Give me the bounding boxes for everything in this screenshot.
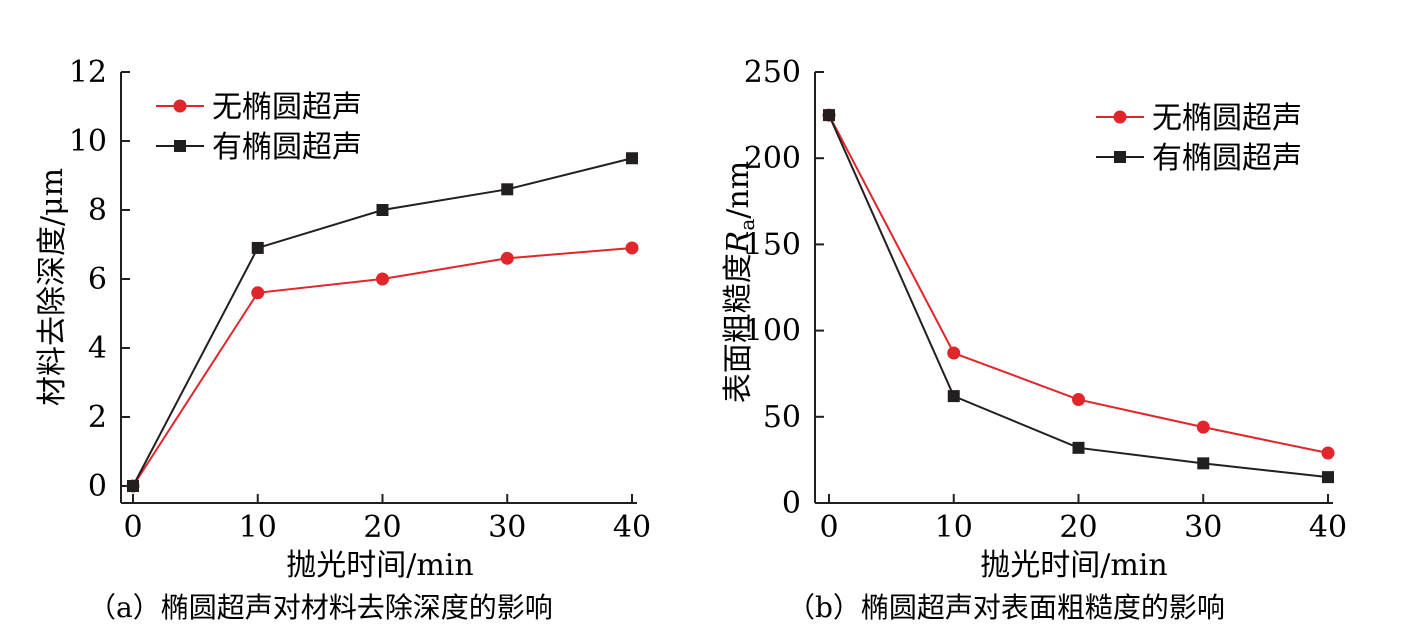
- data-point-series-2: [1197, 457, 1210, 470]
- chart-surface-roughness: 0 10 20 30 40 0 50 100 150 200 250 无椭圆超声 有椭圆超声 抛光…: [721, 55, 1347, 624]
- y-tick-label: 100: [744, 314, 801, 349]
- x-ticks: 0 10 20 30 40: [819, 494, 1347, 545]
- caption-b: （b）椭圆超声对表面粗糙度的影响: [787, 591, 1225, 624]
- y-tick-label: 250: [744, 55, 801, 90]
- data-point-series-1: [1072, 393, 1085, 407]
- data-point-series-1: [625, 241, 639, 255]
- data-point-series-2: [947, 390, 960, 403]
- series-group: [126, 152, 639, 493]
- data-point-series-1: [251, 286, 265, 300]
- x-tick-label: 20: [363, 510, 401, 545]
- x-axis-title: 抛光时间/min: [286, 548, 473, 583]
- y-tick-label: 2: [88, 400, 107, 435]
- x-tick-label: 10: [935, 510, 973, 545]
- legend-label-series-2: 有椭圆超声: [1152, 141, 1302, 176]
- x-tick-label: 30: [1184, 510, 1222, 545]
- data-point-series-1: [500, 251, 514, 265]
- chart-material-removal: 0 10 20 30 40 0 2 4 6 8 10 12 无椭圆超声 有椭圆超声 抛光时间/min…: [35, 55, 651, 624]
- data-point-series-2: [501, 183, 514, 196]
- y-ticks: 0 2 4 6 8 10 12: [69, 55, 130, 504]
- y-tick-label: 8: [88, 193, 107, 228]
- data-point-series-1: [1196, 420, 1210, 434]
- x-tick-label: 0: [819, 510, 838, 545]
- data-point-series-2: [1072, 441, 1085, 454]
- y-ticks: 0 50 100 150 200 250: [744, 55, 824, 521]
- y-axis-title-unit: /nm: [721, 161, 756, 219]
- y-axis-title-symbol: R: [721, 231, 756, 255]
- x-tick-label: 20: [1059, 510, 1097, 545]
- y-tick-label: 0: [782, 486, 801, 521]
- y-tick-label: 10: [69, 124, 107, 159]
- y-tick-label: 200: [744, 141, 801, 176]
- data-point-series-2: [823, 109, 835, 122]
- x-tick-label: 10: [239, 510, 277, 545]
- legend-label-series-1: 无椭圆超声: [1152, 101, 1302, 136]
- legend: 无椭圆超声 有椭圆超声: [156, 90, 362, 165]
- x-ticks: 0 10 20 30 40: [123, 494, 651, 545]
- legend-marker-series-2: [174, 140, 186, 152]
- y-axis-title-main: 表面粗糙度: [721, 253, 756, 403]
- x-tick-label: 40: [1309, 510, 1347, 545]
- legend-label-series-1: 无椭圆超声: [212, 90, 362, 125]
- data-point-series-1: [1321, 446, 1335, 460]
- x-tick-label: 40: [613, 510, 651, 545]
- x-tick-label: 30: [488, 510, 526, 545]
- data-point-series-2: [1322, 471, 1334, 484]
- y-axis-title: 材料去除深度/μm: [35, 168, 70, 406]
- caption-a: （a）椭圆超声对材料去除深度的影响: [88, 591, 553, 624]
- legend-marker-series-1: [173, 99, 187, 113]
- data-point-series-1: [947, 346, 961, 360]
- x-tick-label: 0: [123, 510, 142, 545]
- legend-marker-series-1: [1113, 110, 1127, 124]
- y-tick-label: 0: [88, 469, 107, 504]
- data-point-series-1: [376, 272, 389, 286]
- y-tick-label: 12: [69, 55, 107, 90]
- data-point-series-2: [251, 241, 264, 254]
- y-tick-label: 50: [763, 400, 801, 435]
- legend: 无椭圆超声 有椭圆超声: [1096, 101, 1302, 176]
- legend-marker-series-2: [1114, 151, 1126, 163]
- series-group: [822, 108, 1335, 484]
- x-axis-title: 抛光时间/min: [980, 548, 1167, 583]
- y-tick-label: 6: [88, 262, 107, 297]
- legend-label-series-2: 有椭圆超声: [212, 130, 362, 165]
- y-tick-label: 150: [744, 227, 801, 262]
- y-axis-title-subscript: a: [735, 219, 759, 231]
- y-tick-label: 4: [88, 331, 107, 366]
- y-axis-title: 表面粗糙度Ra/nm: [721, 161, 759, 403]
- data-point-series-2: [376, 204, 389, 216]
- data-point-series-2: [127, 480, 139, 492]
- data-point-series-2: [626, 152, 638, 165]
